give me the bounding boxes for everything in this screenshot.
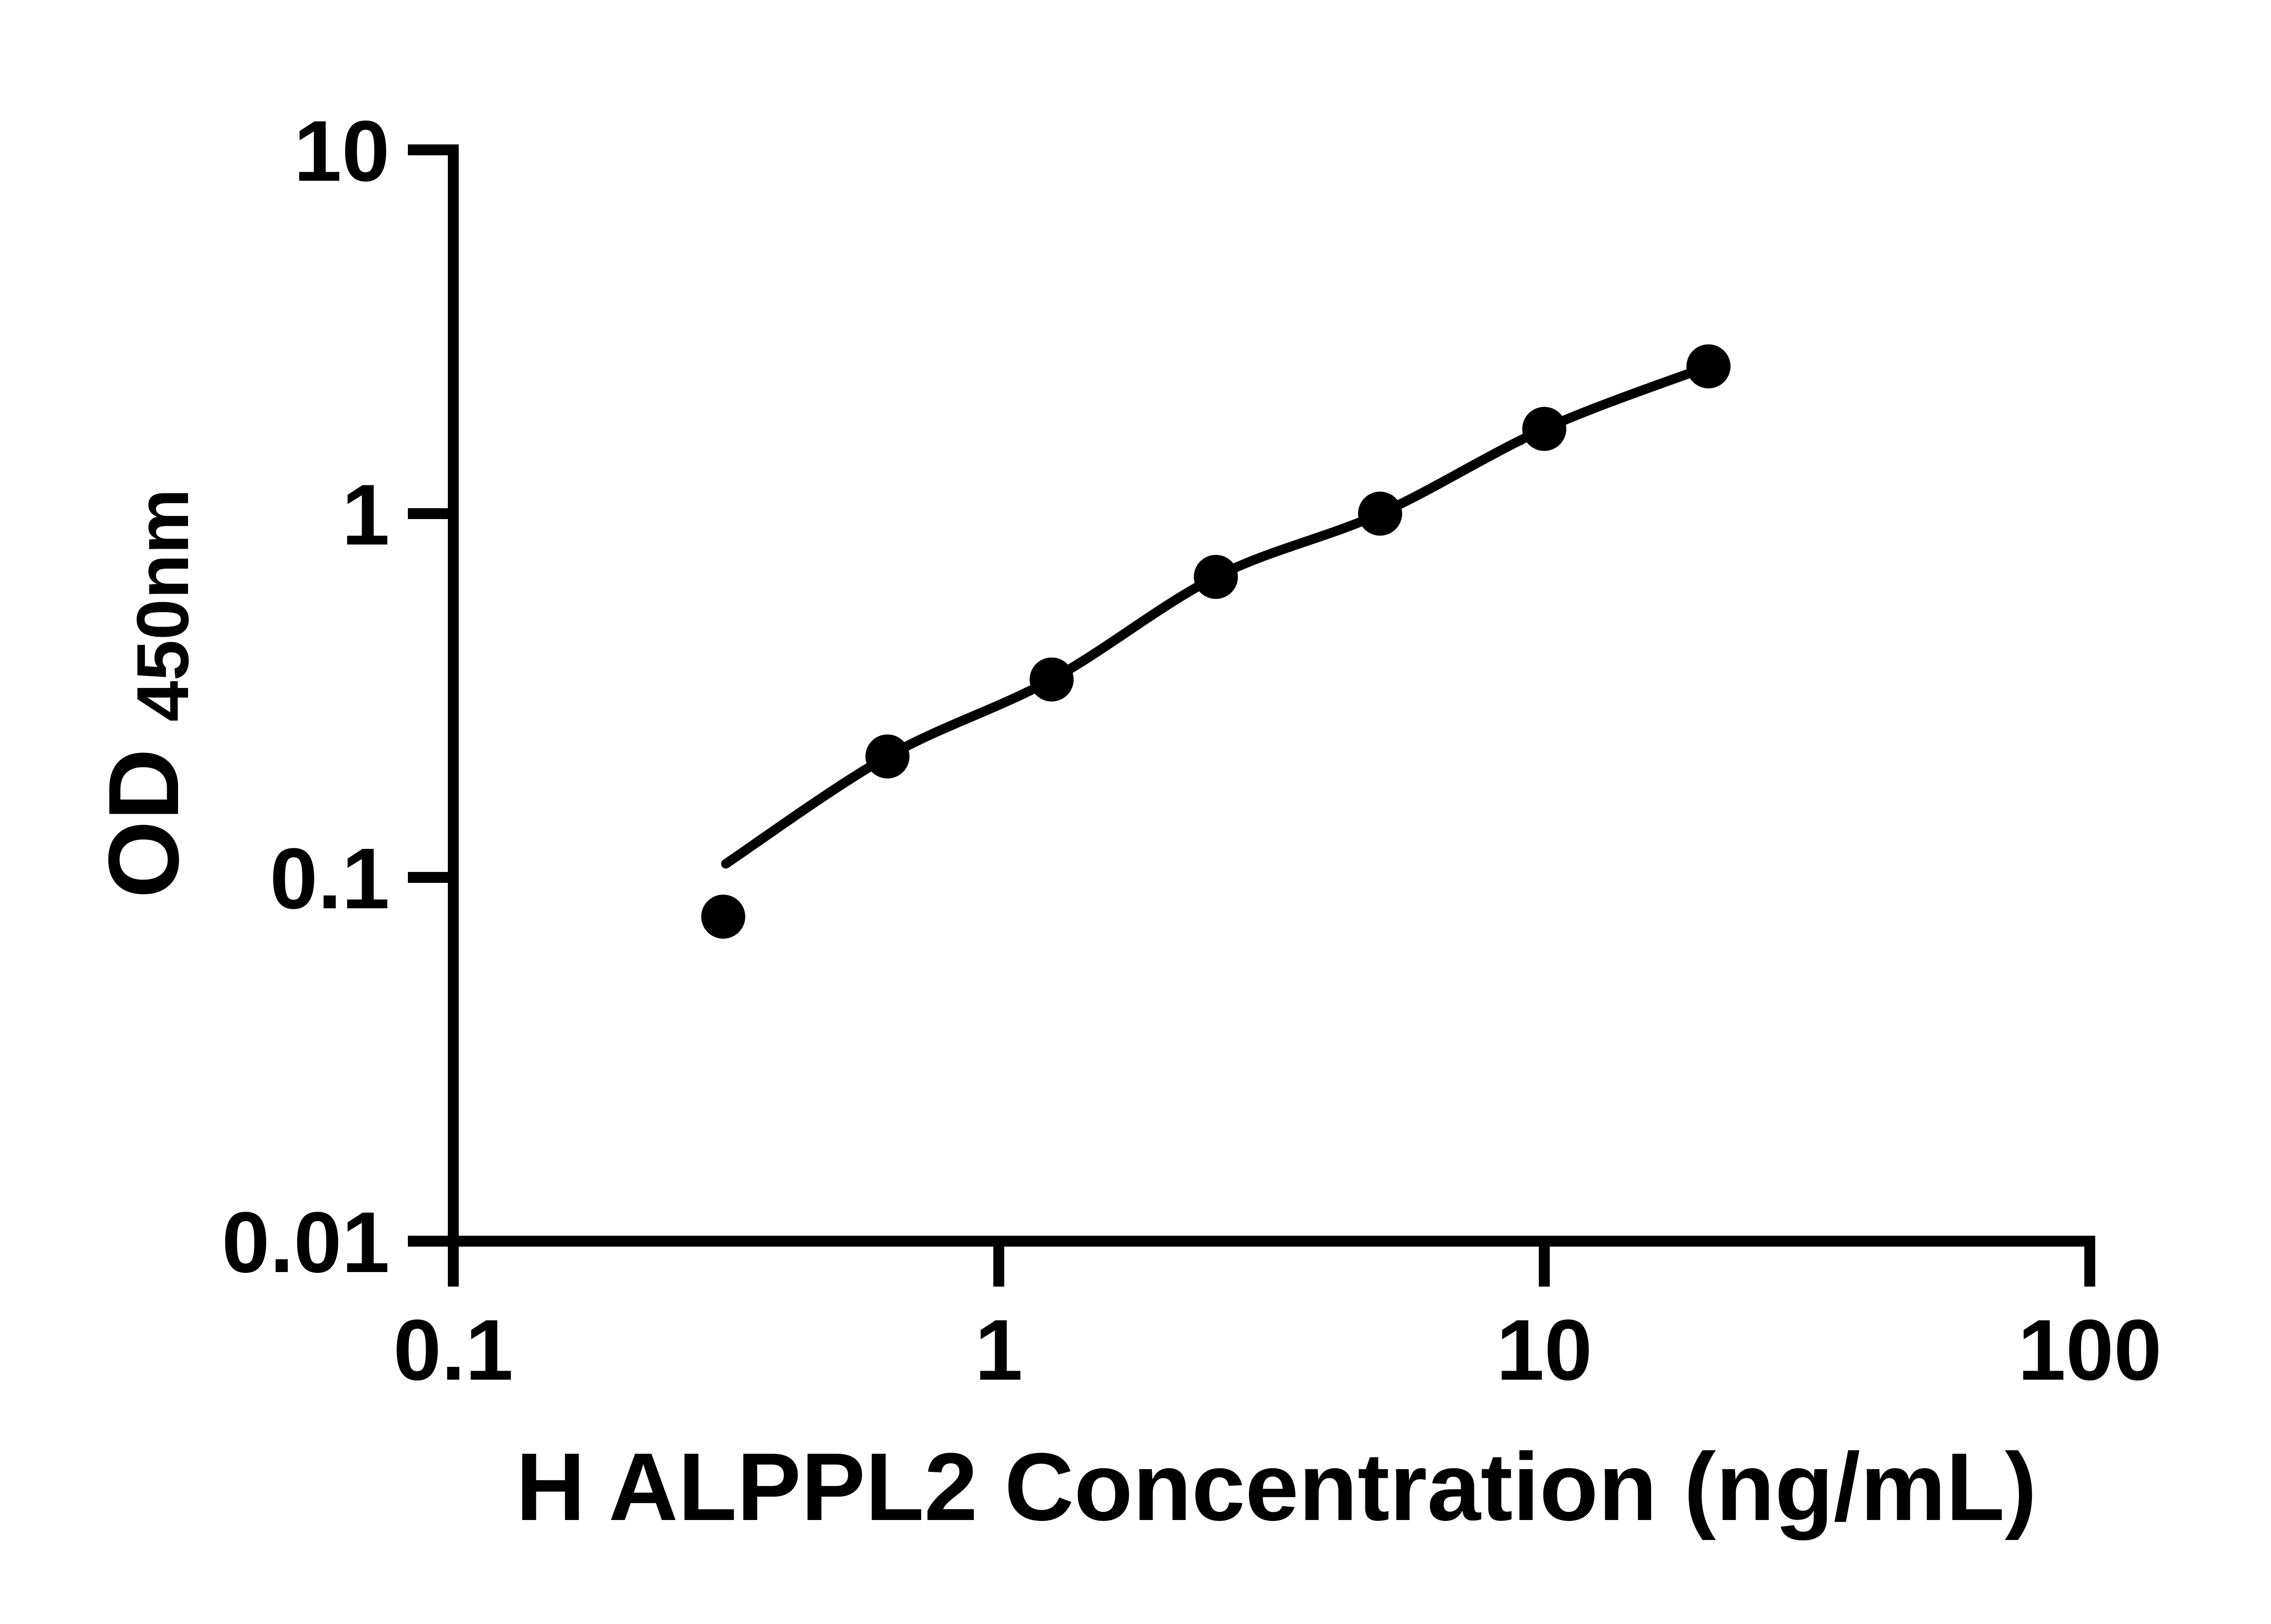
data-point xyxy=(1686,344,1731,389)
data-point xyxy=(1522,406,1567,451)
x-tick-label: 100 xyxy=(2018,1302,2162,1398)
y-axis-title-subscript: 450nm xyxy=(122,489,204,722)
y-tick-label: 0.1 xyxy=(270,831,390,927)
y-axis-title: OD 450nm xyxy=(88,489,204,898)
x-tick-label: 1 xyxy=(975,1302,1023,1398)
data-point xyxy=(1358,491,1402,536)
data-point xyxy=(865,734,910,779)
data-point xyxy=(1029,657,1074,702)
data-point xyxy=(701,894,745,939)
x-tick-label: 0.1 xyxy=(393,1302,513,1398)
data-point xyxy=(1194,555,1238,599)
axes-group xyxy=(448,144,2095,1247)
data-points-group xyxy=(701,344,1731,939)
y-tick-label: 0.01 xyxy=(222,1194,390,1291)
y-tick-label: 1 xyxy=(342,467,390,563)
x-tick-label: 10 xyxy=(1496,1302,1592,1398)
x-axis-title: H ALPPL2 Concentration (ng/mL) xyxy=(516,1433,2037,1540)
y-tick-label: 10 xyxy=(294,103,390,199)
ticks-group xyxy=(408,144,2095,1287)
y-axis-title-main: OD xyxy=(88,748,199,898)
